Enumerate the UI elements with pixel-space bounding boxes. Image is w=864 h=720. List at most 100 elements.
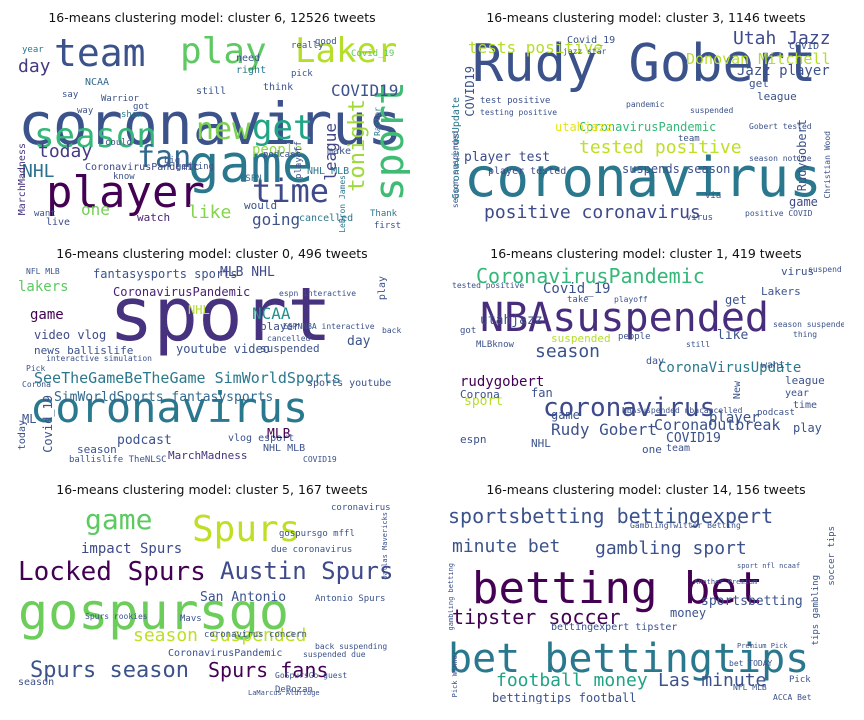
word-cloud-term: back — [382, 326, 402, 335]
panel-title: 16-means clustering model: cluster 1, 41… — [490, 246, 802, 261]
word-cloud-term: Corona — [460, 388, 500, 401]
word-cloud-term: utahjazz — [480, 313, 543, 328]
word-cloud-term: MarchMadness — [168, 449, 248, 462]
word-cloud-term: cancelled — [267, 334, 311, 343]
word-cloud-term: still — [686, 340, 711, 349]
word-cloud-term: really — [291, 41, 324, 51]
word-cloud-term: fan — [137, 140, 192, 175]
word-cloud-term: positive coronavirus — [484, 202, 701, 223]
word-cloud-term: Christian Wood — [823, 131, 832, 199]
word-cloud-term: coronavirus — [543, 393, 716, 423]
word-cloud-term: suspend — [808, 266, 842, 274]
word-cloud-term: league — [785, 374, 825, 387]
word-cloud-term: got — [460, 326, 477, 336]
word-cloud-term: SimWorldSports fantasysports — [54, 390, 274, 405]
word-cloud-term: today — [17, 420, 28, 451]
word-cloud-term: NHL — [22, 161, 55, 182]
word-cloud-term: player — [46, 167, 205, 218]
word-cloud-term: suspended due — [303, 650, 366, 659]
word-cloud-term: Covid_19 — [351, 49, 395, 59]
word-cloud-term: utahjazz — [555, 120, 613, 134]
word-cloud-term: COVID19 — [331, 81, 399, 100]
word-cloud-term: NHL MLB — [307, 166, 350, 177]
word-cloud-term: positive COVID — [745, 209, 813, 218]
word-cloud-term: show — [121, 110, 143, 120]
word-cloud-term: NBAsuspended — [480, 295, 769, 341]
word-cloud-term: NHL MLB — [263, 443, 306, 454]
word-cloud-term: tests positive — [468, 38, 603, 57]
word-cloud-term: player tested — [488, 166, 567, 177]
word-cloud-term: need — [236, 53, 261, 64]
word-cloud-term: coronavirus — [30, 383, 309, 432]
word-cloud-term: season suspended — [773, 320, 844, 329]
word-cloud-term: NBAsuspended nbacancelled — [622, 406, 743, 415]
word-cloud-term: interactive simulation — [46, 354, 152, 363]
word-cloud-term: ESPN — [240, 174, 262, 184]
word-cloud-term: think — [263, 82, 294, 93]
word-cloud-term: Laker — [295, 31, 398, 71]
word-cloud-term: NHL — [531, 437, 551, 450]
word-cloud-term: Spurs season — [30, 658, 189, 683]
word-cloud-term: test positive — [480, 96, 551, 106]
panel-title: 16-means clustering model: cluster 5, 16… — [56, 482, 368, 497]
panel-3: 16-means clustering model: cluster 1, 41… — [440, 242, 852, 474]
word-cloud-term: Covid_19 — [567, 35, 616, 46]
word-cloud-term: Raptor — [373, 107, 382, 136]
word-cloud-term: Mavs — [180, 614, 202, 624]
word-cloud-term: year — [22, 45, 44, 55]
word-cloud-term: big — [164, 156, 181, 166]
word-cloud-term: Corona — [22, 380, 51, 389]
panel-title: 16-means clustering model: cluster 6, 12… — [48, 10, 376, 25]
word-cloud-term: know — [113, 172, 135, 182]
word-cloud-term: bet bettingtips — [448, 636, 810, 682]
word-cloud-term: Austin Spurs — [220, 557, 394, 585]
word-cloud-term: season notice — [749, 154, 812, 163]
word-cloud-term: sports youtube — [307, 378, 392, 389]
word-cloud-term: Jazz player — [737, 63, 830, 79]
panel-2: 16-means clustering model: cluster 0, 49… — [6, 242, 418, 474]
word-cloud-term: DeRozan — [275, 685, 313, 695]
word-cloud-term: lakers — [18, 279, 69, 295]
word-cloud-term: watch — [137, 211, 171, 224]
word-cloud-term: rudygobert — [460, 374, 545, 390]
word-cloud-term: season suspended — [451, 131, 460, 209]
word-cloud-term: Spurs — [192, 509, 301, 550]
word-cloud-term: one — [642, 443, 662, 456]
word-cloud-term: right — [236, 65, 267, 76]
word-cloud-term: today — [38, 141, 93, 162]
word-cloud-term: Another Premium — [694, 578, 758, 586]
word-cloud-term: coronavirus — [464, 146, 822, 209]
word-cloud-term: pandemic — [626, 100, 665, 109]
word-cloud-term: suspended — [260, 342, 320, 355]
word-cloud-term: NCAA — [85, 77, 110, 88]
word-cloud-term: game — [85, 503, 153, 536]
word-cloud-term: suspended — [690, 106, 734, 115]
word-cloud-term: league — [757, 90, 797, 103]
word-cloud-term: season — [18, 677, 55, 688]
word-cloud-term: fan — [531, 386, 553, 400]
word-cloud-term: time — [252, 172, 330, 210]
word-cloud-term: NFL MLB — [733, 683, 767, 692]
word-cloud-term: sport — [109, 272, 332, 358]
word-cloud-term: coronavirus — [331, 503, 391, 513]
word-cloud-term: due coronavirus — [271, 545, 353, 555]
word-cloud-term: make — [327, 146, 352, 157]
word-cloud-term: sport — [464, 394, 504, 409]
word-cloud-term: game — [30, 307, 64, 323]
panel-4: 16-means clustering model: cluster 5, 16… — [6, 478, 418, 710]
word-cloud-term: podcast — [263, 150, 301, 160]
word-cloud-term: Warrior — [101, 94, 139, 104]
word-cloud-term: soccer tips — [827, 526, 837, 586]
word-cloud-term: game — [188, 135, 314, 195]
word-cloud-term: LeBron James — [338, 175, 347, 232]
word-cloud-term: gambling betting — [448, 563, 455, 631]
word-cloud-term: get — [725, 293, 747, 307]
word-cloud-term: team — [666, 443, 691, 454]
word-cloud-term: suspended — [551, 332, 611, 345]
word-cloud-term: play — [180, 31, 267, 72]
word-cloud-term: GamblingTwitter Betting — [630, 521, 741, 530]
word-cloud-term: season suspended — [133, 625, 307, 646]
word-cloud-term: team — [54, 31, 146, 75]
word-cloud-term: virus — [781, 266, 815, 278]
word-cloud-term: Covid_19 — [543, 281, 611, 297]
